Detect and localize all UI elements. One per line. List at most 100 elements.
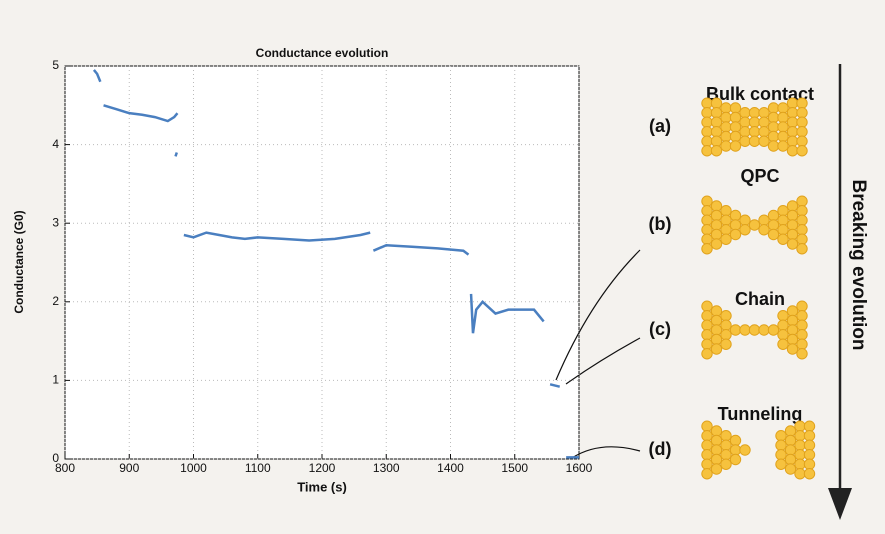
atom xyxy=(758,214,770,226)
atom xyxy=(796,126,808,138)
atom xyxy=(729,209,742,222)
atom xyxy=(720,205,732,217)
atom xyxy=(701,107,713,119)
atom xyxy=(748,324,761,336)
atom xyxy=(767,140,780,152)
atom xyxy=(701,97,713,109)
atom xyxy=(701,338,713,350)
atom xyxy=(701,195,713,207)
atom xyxy=(710,200,723,212)
atom xyxy=(786,145,799,157)
atom xyxy=(748,135,761,147)
atom xyxy=(701,420,713,432)
atom xyxy=(775,439,787,451)
atom xyxy=(796,195,808,207)
arrow-head xyxy=(828,488,852,520)
atom xyxy=(786,305,799,317)
atom xyxy=(786,314,799,327)
atom xyxy=(720,140,732,152)
atom xyxy=(777,338,789,350)
atom xyxy=(775,458,787,470)
atom xyxy=(796,310,808,322)
stage-label: (d) xyxy=(649,439,672,459)
atom xyxy=(729,434,742,447)
data-line xyxy=(92,69,579,459)
stage-name: QPC xyxy=(740,166,779,186)
x-tick-label: 1600 xyxy=(566,461,593,475)
atom xyxy=(794,449,806,461)
atom xyxy=(701,224,713,236)
atom xyxy=(710,145,723,157)
atom xyxy=(720,329,732,341)
atom xyxy=(803,430,816,442)
atom xyxy=(729,111,742,124)
atom xyxy=(796,233,808,245)
atom xyxy=(710,463,723,475)
atom xyxy=(796,338,808,350)
atom xyxy=(786,228,799,241)
atom xyxy=(729,219,742,231)
atom xyxy=(710,135,723,147)
x-tick-label: 1500 xyxy=(501,461,528,475)
atom xyxy=(796,107,808,119)
atom xyxy=(767,102,780,114)
atom xyxy=(758,126,770,138)
x-tick-label: 1400 xyxy=(437,461,464,475)
atom xyxy=(720,111,732,124)
atom xyxy=(777,224,789,236)
atom xyxy=(720,430,732,442)
atom xyxy=(794,458,806,470)
atom xyxy=(729,140,742,152)
atom xyxy=(710,219,723,231)
atom xyxy=(796,145,808,157)
atom xyxy=(784,434,797,447)
atom xyxy=(786,107,799,119)
atom xyxy=(739,116,751,128)
atom xyxy=(729,453,742,466)
atom xyxy=(786,209,799,222)
atom xyxy=(786,116,799,128)
atom xyxy=(777,205,789,217)
atom xyxy=(767,121,780,133)
atom xyxy=(701,126,713,138)
atom xyxy=(796,300,808,312)
atom xyxy=(796,135,808,147)
stage-label: (a) xyxy=(649,116,671,136)
atom xyxy=(710,228,723,241)
atom xyxy=(758,135,770,147)
atom xyxy=(701,458,713,470)
x-axis-label: Time (s) xyxy=(297,479,347,494)
atom xyxy=(796,116,808,128)
atom xyxy=(701,468,713,480)
stage-name: Bulk contact xyxy=(706,84,814,104)
atom xyxy=(796,205,808,217)
atom xyxy=(720,233,732,245)
atom xyxy=(777,329,789,341)
atom xyxy=(720,121,732,133)
atom xyxy=(777,121,789,133)
atom xyxy=(758,224,770,236)
atom xyxy=(803,449,816,461)
atom xyxy=(784,463,797,475)
atom xyxy=(784,425,797,437)
atom xyxy=(777,319,789,331)
atom xyxy=(701,214,713,226)
y-tick-label: 2 xyxy=(52,294,59,308)
atom xyxy=(701,243,713,255)
atom xyxy=(794,430,806,442)
y-tick-label: 4 xyxy=(52,137,59,151)
atom xyxy=(777,214,789,226)
atom xyxy=(701,205,713,217)
atom xyxy=(786,324,799,336)
x-tick-label: 1100 xyxy=(245,461,271,475)
atom xyxy=(720,449,732,461)
atom xyxy=(729,228,742,241)
atom xyxy=(803,439,816,451)
y-tick-label: 3 xyxy=(52,215,59,229)
y-tick-label: 0 xyxy=(52,451,59,465)
atom xyxy=(701,145,713,157)
atom xyxy=(710,425,723,437)
atom xyxy=(767,228,780,241)
atom xyxy=(739,444,751,456)
atom xyxy=(794,468,806,480)
